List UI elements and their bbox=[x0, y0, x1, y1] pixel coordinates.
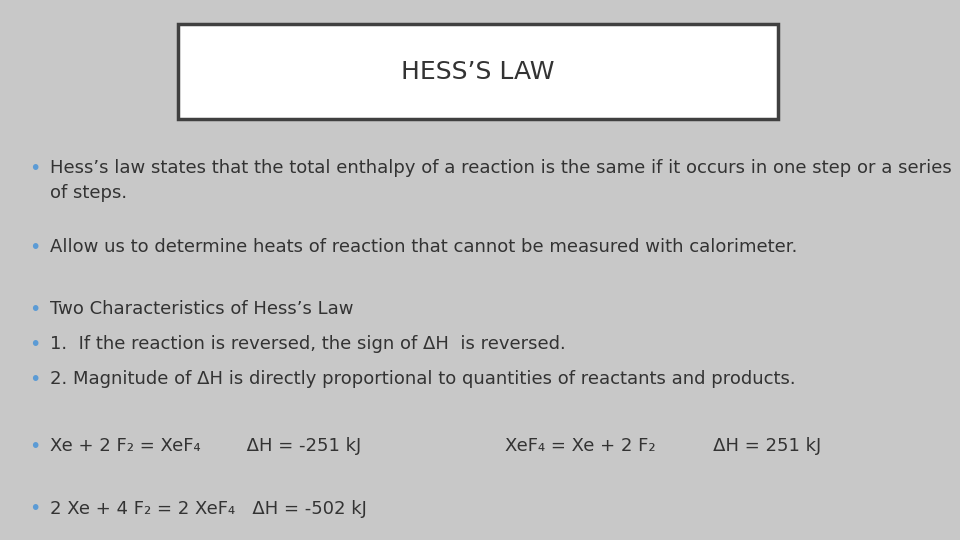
Text: Xe + 2 F₂ = XeF₄        ΔH = -251 kJ                         XeF₄ = Xe + 2 F₂   : Xe + 2 F₂ = XeF₄ ΔH = -251 kJ XeF₄ = Xe … bbox=[50, 437, 821, 455]
Text: •: • bbox=[29, 335, 40, 354]
Text: 2 Xe + 4 F₂ = 2 XeF₄   ΔH = -502 kJ: 2 Xe + 4 F₂ = 2 XeF₄ ΔH = -502 kJ bbox=[50, 500, 367, 517]
Text: •: • bbox=[29, 500, 40, 518]
Text: •: • bbox=[29, 370, 40, 389]
Text: Hess’s law states that the total enthalpy of a reaction is the same if it occurs: Hess’s law states that the total enthalp… bbox=[50, 159, 951, 202]
Text: •: • bbox=[29, 238, 40, 256]
Bar bbox=[178, 24, 778, 119]
Text: 2. Magnitude of ΔH is directly proportional to quantities of reactants and produ: 2. Magnitude of ΔH is directly proportio… bbox=[50, 370, 796, 388]
Text: HESS’S LAW: HESS’S LAW bbox=[401, 59, 554, 84]
Text: Two Characteristics of Hess’s Law: Two Characteristics of Hess’s Law bbox=[50, 300, 353, 318]
Text: Allow us to determine heats of reaction that cannot be measured with calorimeter: Allow us to determine heats of reaction … bbox=[50, 238, 798, 255]
Text: 1.  If the reaction is reversed, the sign of ΔH  is reversed.: 1. If the reaction is reversed, the sign… bbox=[50, 335, 565, 353]
Text: •: • bbox=[29, 300, 40, 319]
Text: •: • bbox=[29, 437, 40, 456]
Text: •: • bbox=[29, 159, 40, 178]
